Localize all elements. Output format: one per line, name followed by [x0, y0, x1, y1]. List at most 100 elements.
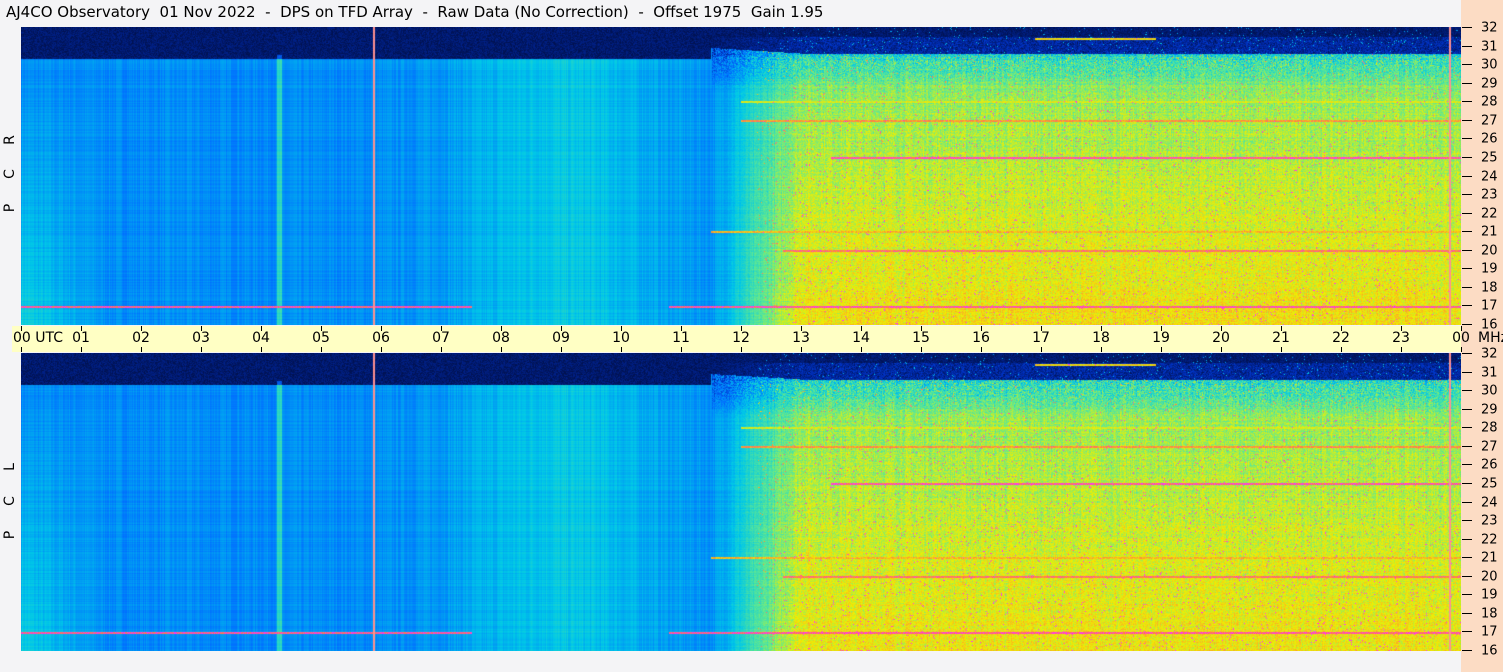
time-tick: [141, 347, 142, 352]
frequency-tick-label: 22: [1481, 532, 1498, 548]
time-tick: [801, 326, 802, 331]
time-tick: [81, 326, 82, 331]
rcp-heatmap: [21, 27, 1461, 325]
frequency-tick-label: 19: [1481, 261, 1498, 277]
lcp-panel-label: L C P: [2, 450, 18, 552]
time-tick: [561, 347, 562, 352]
time-tick-label: 23: [1392, 330, 1410, 346]
time-tick: [981, 347, 982, 352]
time-tick: [381, 326, 382, 331]
frequency-tick-label: 23: [1481, 187, 1498, 203]
time-tick-label: 00: [1452, 330, 1470, 346]
frequency-tick-label: 32: [1481, 346, 1498, 362]
time-tick-label: 22: [1332, 330, 1350, 346]
time-tick: [1341, 347, 1342, 352]
frequency-tick: [1462, 287, 1472, 288]
frequency-tick: [1462, 353, 1472, 354]
frequency-tick: [1462, 576, 1472, 577]
frequency-tick: [1462, 138, 1472, 139]
frequency-tick: [1462, 409, 1472, 410]
frequency-tick: [1462, 539, 1472, 540]
time-tick-label: 05: [312, 330, 330, 346]
frequency-tick-label: 27: [1481, 113, 1498, 129]
frequency-tick-label: 20: [1481, 243, 1498, 259]
frequency-tick: [1462, 390, 1472, 391]
time-tick: [201, 347, 202, 352]
panel-label-letter: P: [2, 203, 18, 213]
frequency-tick: [1462, 427, 1472, 428]
frequency-tick-label: 18: [1481, 280, 1498, 296]
frequency-tick-label: 19: [1481, 587, 1498, 603]
frequency-tick-label: 24: [1481, 495, 1498, 510]
panel-label-letter: L: [2, 463, 18, 471]
time-tick-label: 20: [1212, 330, 1230, 346]
frequency-tick-label: 21: [1481, 550, 1498, 566]
time-tick: [861, 326, 862, 331]
time-tick: [1281, 326, 1282, 331]
lcp-heatmap: [21, 353, 1461, 651]
time-tick-label: 11: [672, 330, 690, 346]
frequency-tick: [1462, 464, 1472, 465]
frequency-tick-label: 29: [1481, 76, 1498, 92]
time-tick: [801, 347, 802, 352]
time-tick: [621, 326, 622, 331]
time-tick-label: 04: [252, 330, 270, 346]
time-tick: [1101, 347, 1102, 352]
time-tick-label: 03: [192, 330, 210, 346]
time-tick-label: 12: [732, 330, 750, 346]
time-tick: [81, 347, 82, 352]
frequency-tick: [1462, 324, 1472, 325]
frequency-tick-label: 32: [1481, 20, 1498, 36]
panel-label-letter: P: [2, 530, 18, 540]
frequency-tick-label: 25: [1481, 150, 1498, 166]
frequency-tick-label: 31: [1481, 365, 1498, 381]
time-tick: [1401, 347, 1402, 352]
frequency-tick: [1462, 594, 1472, 595]
frequency-tick: [1462, 372, 1472, 373]
frequency-tick-label: 28: [1481, 94, 1498, 110]
frequency-tick: [1462, 83, 1472, 84]
frequency-tick: [1462, 305, 1472, 306]
frequency-tick-label: 26: [1481, 131, 1498, 147]
frequency-tick-label: 29: [1481, 402, 1498, 418]
time-tick: [1161, 347, 1162, 352]
time-tick: [1161, 326, 1162, 331]
time-tick-label: 16: [972, 330, 990, 346]
time-tick: [501, 326, 502, 331]
frequency-tick: [1462, 557, 1472, 558]
time-tick: [981, 326, 982, 331]
frequency-tick-label: 28: [1481, 420, 1498, 436]
chart-title: AJ4CO Observatory 01 Nov 2022 - DPS on T…: [6, 3, 824, 21]
rcp-panel-label: R C P: [2, 123, 18, 225]
frequency-tick-label: 17: [1481, 298, 1498, 314]
frequency-tick: [1462, 483, 1472, 484]
time-axis: 00 UTC 01 02 03 04 05 06 07 08 09 10 11 12 13 14 15 16 17…: [12, 326, 1470, 352]
time-tick-label: 15: [912, 330, 930, 346]
frequency-tick: [1462, 194, 1472, 195]
time-tick-label: 08: [492, 330, 510, 346]
frequency-tick: [1462, 446, 1472, 447]
time-tick: [1101, 326, 1102, 331]
time-tick: [261, 326, 262, 331]
frequency-tick-label: 22: [1481, 206, 1498, 222]
frequency-tick-label: 30: [1481, 57, 1498, 73]
time-tick-label: 19: [1152, 330, 1170, 346]
frequency-tick: [1462, 231, 1472, 232]
time-tick: [321, 326, 322, 331]
time-tick: [681, 347, 682, 352]
time-tick: [621, 347, 622, 352]
frequency-tick-label: 17: [1481, 624, 1498, 640]
frequency-tick: [1462, 520, 1472, 521]
frequency-tick: [1462, 176, 1472, 177]
frequency-tick: [1462, 120, 1472, 121]
time-tick-label: 01: [72, 330, 90, 346]
frequency-tick-label: 26: [1481, 457, 1498, 473]
time-tick: [1221, 326, 1222, 331]
frequency-tick-label: 20: [1481, 569, 1498, 585]
time-tick: [201, 326, 202, 331]
time-tick-label: 00 UTC: [13, 330, 64, 346]
time-tick-label: 18: [1092, 330, 1110, 346]
frequency-tick-label: 27: [1481, 439, 1498, 455]
time-tick: [861, 347, 862, 352]
